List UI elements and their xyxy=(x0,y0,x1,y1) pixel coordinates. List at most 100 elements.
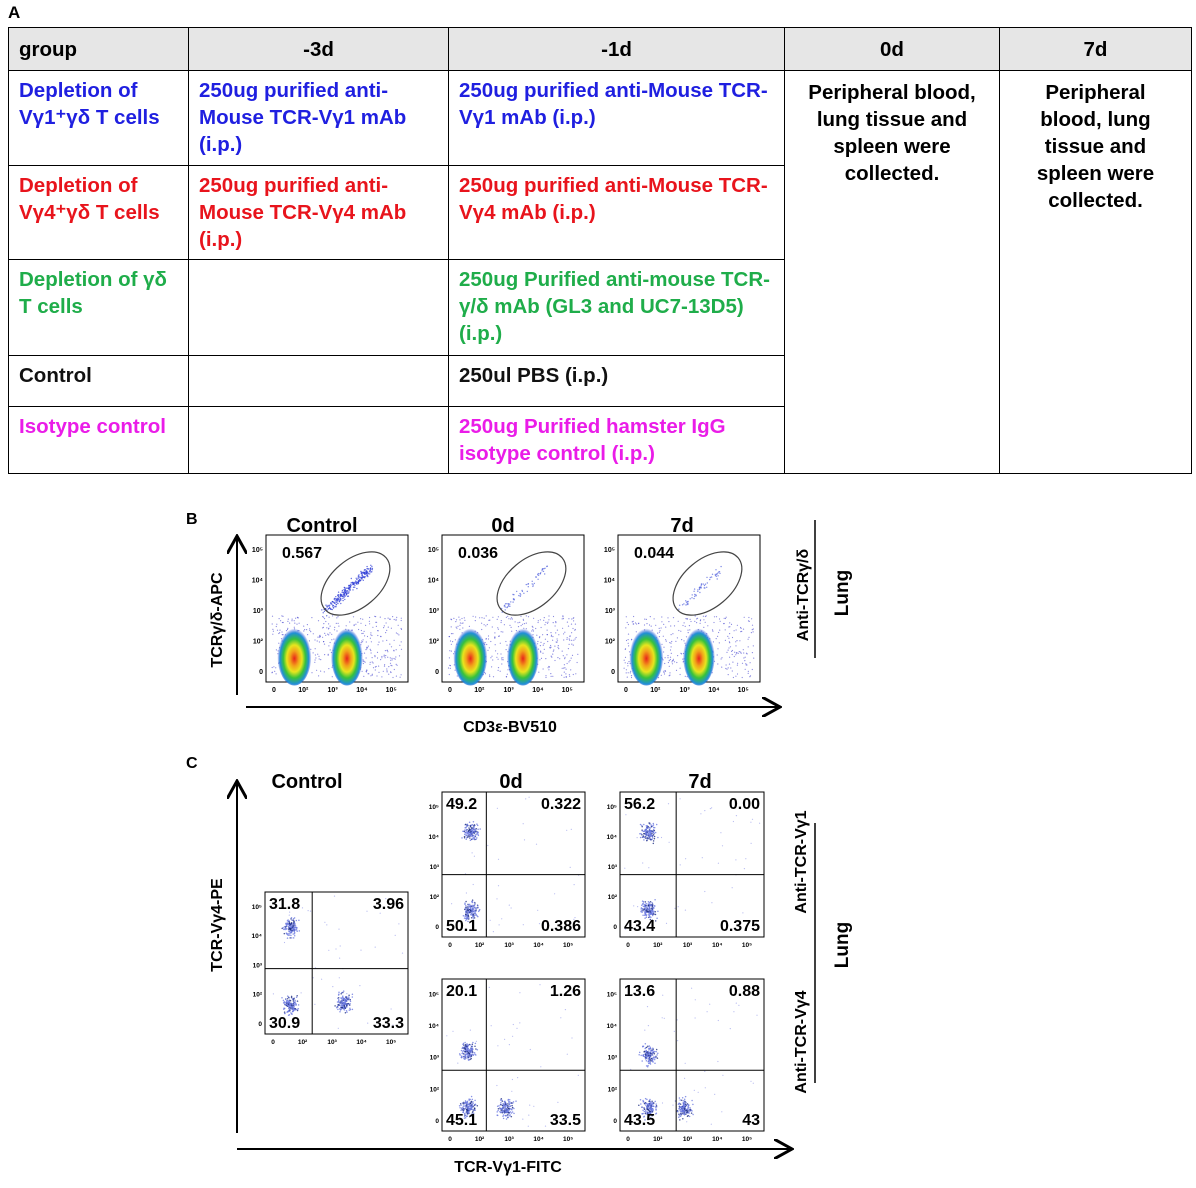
header-day-minus1: -1d xyxy=(448,26,785,72)
y-tick-label: 10⁴ xyxy=(428,578,440,585)
x-tick-label: 10⁴ xyxy=(532,687,544,694)
treatment-cell: 250ug purified anti-Mouse TCR-Vγ4 mAb (i… xyxy=(188,164,449,261)
b-x-label: CD3ε-BV510 xyxy=(463,719,557,736)
y-tick-label: 0 xyxy=(435,924,439,931)
y-tick-label: 10⁴ xyxy=(252,933,262,940)
y-tick-label: 0 xyxy=(435,669,439,676)
quadrant-ur-value: 3.96 xyxy=(373,896,404,913)
treatment-cell: 250ug Purified anti-mouse TCR-γ/δ mAb (G… xyxy=(448,259,785,357)
y-tick-label: 10⁵ xyxy=(428,547,439,554)
x-tick-label: 10³ xyxy=(683,942,693,949)
treatment-cell xyxy=(188,355,449,407)
quadrant-ul-value: 49.2 xyxy=(446,796,477,813)
x-tick-label: 0 xyxy=(271,1039,275,1046)
c-plot-vg4-7d: 13.6 0.88 43.5 43 0 0 10² 10² 10³ 10³ 10⁴ 10⁴ 10⁵ 10⁵ xyxy=(607,978,765,1143)
y-tick-label: 0 xyxy=(435,1118,439,1125)
b-plot-title: Control xyxy=(286,515,357,537)
quadrant-ll-value: 45.1 xyxy=(446,1112,477,1129)
y-tick-label: 0 xyxy=(613,924,617,931)
c-x-label: TCR-Vγ1-FITC xyxy=(454,1159,562,1176)
quadrant-ur-value: 0.322 xyxy=(541,796,581,813)
header-day-0: 0d xyxy=(784,26,1000,72)
c-y-label: TCR-Vγ4-PE xyxy=(209,878,226,972)
y-tick-label: 10² xyxy=(429,639,440,646)
treatment-cell xyxy=(188,405,449,475)
b-side-label: Anti-TCRγ/δ xyxy=(795,549,812,642)
x-tick-label: 0 xyxy=(272,687,276,694)
group-cell: Depletion of Vγ1⁺γδ T cells xyxy=(8,70,189,166)
y-tick-label: 10⁵ xyxy=(607,804,617,811)
x-tick-label: 10⁵ xyxy=(563,1136,573,1143)
b-plot-title: 7d xyxy=(670,515,693,537)
y-tick-label: 10⁵ xyxy=(252,904,262,911)
group-cell: Control xyxy=(8,355,189,407)
c-plot-vg1-0d: 49.2 0.322 50.1 0.386 0 0 10² 10² 10³ 10³ 10⁴ 10⁴ 10… xyxy=(429,791,586,949)
y-tick-label: 10³ xyxy=(430,864,440,871)
x-tick-label: 10² xyxy=(298,1039,308,1046)
x-tick-label: 10² xyxy=(475,1136,485,1143)
y-tick-label: 10³ xyxy=(430,1055,440,1062)
population-blob xyxy=(277,625,312,686)
x-tick-label: 10⁴ xyxy=(708,687,720,694)
c-side-label-vg1: Anti-TCR-Vγ1 xyxy=(793,810,810,913)
quadrant-ll-value: 43.4 xyxy=(624,918,655,935)
treatment-cell: 250ug purified anti-Mouse TCR-Vγ1 mAb (i… xyxy=(448,70,785,166)
x-tick-label: 10² xyxy=(475,942,485,949)
treatment-cell: 250ug purified anti-Mouse TCR-Vγ1 mAb (i… xyxy=(188,70,449,166)
table-row: Depletion of Vγ1⁺γδ T cells 250ug purifi… xyxy=(8,70,1192,474)
b-y-label: TCRγ/δ-APC xyxy=(209,572,226,667)
collection-cell-0d: Peripheral blood, lung tissue and spleen… xyxy=(784,70,1000,474)
scatter-dots xyxy=(624,798,761,930)
quadrant-ll-value: 50.1 xyxy=(446,918,477,935)
y-tick-label: 10² xyxy=(253,639,264,646)
y-tick-label: 10² xyxy=(430,1086,440,1093)
population-blob xyxy=(453,625,488,686)
table-header-row: group -3d -1d 0d 7d xyxy=(8,26,1192,72)
y-tick-label: 10³ xyxy=(253,962,263,969)
y-tick-label: 10⁴ xyxy=(252,578,264,585)
x-tick-label: 10³ xyxy=(504,942,514,949)
b-plot-1: 0d 0.036 0 0 10² 10² 10³ 10³ 10⁴ 10⁴ 10⁵ 10⁵ xyxy=(428,515,585,694)
quadrant-ul-value: 13.6 xyxy=(624,983,655,1000)
x-tick-label: 10⁴ xyxy=(533,1136,543,1143)
quadrant-lr-value: 33.5 xyxy=(550,1112,581,1129)
x-tick-label: 10⁴ xyxy=(712,942,722,949)
quadrant-lr-value: 43 xyxy=(742,1112,760,1129)
c-side-label-vg4: Anti-TCR-Vγ4 xyxy=(793,990,810,1093)
x-tick-label: 10² xyxy=(653,1136,663,1143)
y-tick-label: 10⁵ xyxy=(252,547,263,554)
y-tick-label: 10⁵ xyxy=(604,547,615,554)
quadrant-lr-value: 0.375 xyxy=(720,918,760,935)
gate-ellipse xyxy=(320,551,391,616)
y-tick-label: 10⁵ xyxy=(429,804,439,811)
x-tick-label: 10⁵ xyxy=(386,687,397,694)
y-tick-label: 10³ xyxy=(429,608,440,615)
gate-value: 0.044 xyxy=(634,545,674,562)
y-tick-label: 10⁴ xyxy=(607,834,617,841)
y-tick-label: 10⁵ xyxy=(429,991,439,998)
treatment-cell: 250ul PBS (i.p.) xyxy=(448,355,785,407)
x-tick-label: 10² xyxy=(298,687,309,694)
x-tick-label: 10⁵ xyxy=(562,687,573,694)
y-tick-label: 10³ xyxy=(608,864,618,871)
x-tick-label: 10² xyxy=(650,687,661,694)
b-plot-title: 0d xyxy=(491,515,514,537)
y-tick-label: 10² xyxy=(608,894,618,901)
x-tick-label: 10² xyxy=(474,687,485,694)
c-plot-vg1-7d: 56.2 0.00 43.4 0.375 0 0 10² 10² 10³ 10³ 10⁴ 10⁴ 10⁵… xyxy=(607,791,765,949)
y-tick-label: 0 xyxy=(611,669,615,676)
protocol-table: group -3d -1d 0d 7d Depletion of Vγ1⁺γδ … xyxy=(8,26,1192,475)
quadrant-ur-value: 0.88 xyxy=(729,983,760,1000)
scatter-dots xyxy=(272,895,404,1029)
x-tick-label: 10⁵ xyxy=(742,1136,752,1143)
c-col-title-control: Control xyxy=(271,771,342,793)
treatment-cell: 250ug Purified hamster IgG isotype contr… xyxy=(448,405,785,475)
treatment-cell: 250ug purified anti-Mouse TCR-Vγ4 mAb (i… xyxy=(448,164,785,261)
scatter-dots xyxy=(630,987,759,1125)
y-tick-label: 10³ xyxy=(253,608,264,615)
c-col-title-0d: 0d xyxy=(499,771,522,793)
header-day-minus3: -3d xyxy=(188,26,449,72)
y-tick-label: 10⁴ xyxy=(429,1023,439,1030)
x-tick-label: 10⁵ xyxy=(386,1039,396,1046)
quadrant-lr-value: 33.3 xyxy=(373,1015,404,1032)
